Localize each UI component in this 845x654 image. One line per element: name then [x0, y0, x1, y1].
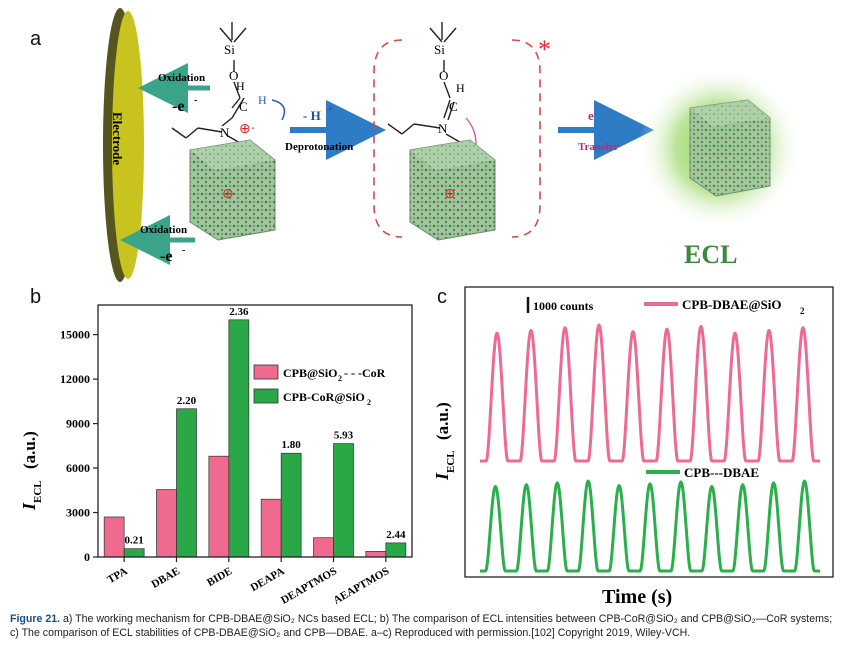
c-ylabel-sub: ECL — [445, 450, 457, 473]
glowing-nanocrystal — [638, 66, 802, 230]
b-bar-cpb-sio2-cor-aeaptmos — [365, 551, 387, 558]
b-bar-cpb-sio2-cor-bide — [208, 455, 230, 558]
bracket-right — [511, 39, 541, 238]
c-legend-bottom: CPB---DBAE — [684, 465, 759, 480]
h-shift-arrow — [271, 99, 286, 121]
electron-label-bottom: -e — [160, 248, 172, 265]
c-trace-cpb-dbae-sio2 — [480, 323, 820, 463]
panel-label-a: a — [30, 28, 42, 50]
caption-figure-number: Figure 21. — [10, 613, 61, 625]
b-ratio-label: 5.93 — [334, 430, 354, 442]
b-ratio-label: 0.21 — [125, 535, 144, 547]
figure-caption: Figure 21. a) The working mechanism for … — [10, 612, 840, 640]
b-bar-cpb-cor-sio2-bide — [228, 319, 250, 558]
o-label-left: O — [229, 68, 238, 83]
b-legend-swatch-2 — [253, 388, 279, 404]
b-ylabel-sub: ECL — [32, 480, 44, 503]
transfer-top: e — [588, 108, 594, 123]
b-ytick-label: 0 — [84, 550, 90, 564]
c-scale-label: 1000 counts — [533, 299, 594, 313]
b-category-label: BIDE — [205, 565, 234, 589]
b-legend: CPB@SiO 2 - - -CoR CPB-CoR@SiO 2 — [253, 364, 386, 407]
b-legend-1-main: CPB@SiO — [283, 366, 338, 380]
c-legend-top-sub: 2 — [800, 306, 805, 316]
h-label-middle: H — [456, 81, 465, 95]
deprotonation-top: - H — [303, 108, 321, 123]
c-xlabel: Time (s) — [602, 586, 672, 608]
deprotonation-sup: + — [328, 104, 333, 114]
electron-label-top: -e — [172, 98, 184, 115]
h-label-left-top: H — [236, 79, 245, 93]
c-trace-cpb-dbae — [480, 479, 820, 573]
deprotonation-label: Deprotonation — [285, 141, 353, 153]
b-ytick-label: 6000 — [66, 461, 90, 475]
transfer-label: Transfer — [578, 141, 619, 153]
svg-text:⊕: ⊕ — [444, 187, 456, 202]
ecl-stability-chart: 1000 counts CPB-DBAE@SiO 2 CPB---DBAE I … — [432, 286, 834, 608]
b-legend-2-main: CPB-CoR@SiO — [283, 390, 365, 404]
b-bar-cpb-cor-sio2-tpa — [123, 548, 145, 558]
h-label-left-blue: H — [258, 93, 267, 107]
b-ratio-label: 2.44 — [386, 529, 406, 541]
electrode-label: Electrode — [110, 112, 125, 165]
b-ytick-label: 15000 — [60, 328, 90, 342]
c-label-middle: C — [449, 99, 458, 114]
electrode — [103, 8, 144, 282]
caption-text: a) The working mechanism for CPB-DBAE@Si… — [10, 613, 833, 639]
b-category-label: DEAPTMOS — [279, 565, 339, 607]
oxidation-label-bottom: Oxidation — [140, 224, 187, 236]
o-label-middle: O — [439, 68, 448, 83]
b-category-label: AEAPTMOS — [331, 565, 391, 607]
c-ylabel: I ECL (a.u.) — [432, 402, 457, 481]
b-legend-1-rest: - - -CoR — [344, 366, 386, 380]
b-ylabel-main: I — [19, 502, 39, 511]
cation-mark-left: ⊕· — [239, 122, 255, 137]
b-ylabel-unit: (a.u.) — [20, 431, 39, 469]
b-ytick-label: 9000 — [66, 417, 90, 431]
b-bar-cpb-cor-sio2-deaptmos — [333, 443, 354, 558]
ecl-intensity-bar-chart: 0 3000 6000 9000 12000 15000 TPA DBAE BIDE DEAPA… — [19, 304, 413, 607]
b-plot-frame — [97, 304, 413, 558]
nanocrystal-left: ⊕ — [189, 139, 276, 241]
b-legend-1-sub: 2 — [338, 374, 342, 383]
b-ytick-label: 12000 — [60, 372, 90, 386]
oxidation-label-top: Oxidation — [158, 72, 205, 84]
b-bar-cpb-sio2-cor-tpa — [103, 516, 125, 558]
b-category-label: TPA — [105, 565, 129, 586]
electron-sup-top: - — [194, 95, 197, 106]
b-ratio-label: 2.36 — [229, 306, 249, 318]
c-label-left: C — [239, 99, 248, 114]
b-ytick-label: 3000 — [66, 506, 90, 520]
b-bar-cpb-sio2-cor-deaptmos — [313, 537, 334, 558]
ecl-label: ECL — [684, 240, 737, 269]
c-legend-top-main: CPB-DBAE@SiO — [682, 297, 782, 312]
b-ratio-label: 1.80 — [282, 439, 302, 451]
b-category-label: DBAE — [150, 565, 182, 591]
panel-label-c: c — [437, 286, 447, 308]
n-label-left: N — [220, 125, 230, 140]
nanocrystal-middle: ⊕ — [409, 139, 496, 241]
b-ylabel: I ECL (a.u.) — [19, 431, 44, 511]
radical-mark: * — [538, 35, 551, 64]
bracket-left — [373, 39, 403, 238]
electron-sup-bottom: - — [182, 245, 185, 256]
b-ratio-label: 2.20 — [177, 395, 197, 407]
b-legend-2-sub: 2 — [367, 398, 371, 407]
si-label-left: Si — [224, 42, 235, 57]
b-category-label: DEAPA — [249, 565, 287, 594]
si-label-middle: Si — [434, 42, 445, 57]
c-ylabel-unit: (a.u.) — [433, 402, 452, 440]
panel-label-b: b — [30, 286, 42, 308]
b-bar-cpb-sio2-cor-deapa — [260, 498, 282, 558]
svg-text:⊕: ⊕ — [222, 187, 234, 202]
mechanism-diagram: Electrode Oxidation -e - Oxidation -e - … — [103, 8, 802, 282]
c-ylabel-main: I — [432, 472, 452, 481]
transfer-sup: - — [596, 104, 599, 114]
b-legend-swatch-1 — [253, 364, 279, 380]
b-bar-cpb-cor-sio2-dbae — [176, 408, 197, 558]
b-bar-cpb-cor-sio2-deapa — [280, 452, 302, 558]
b-bar-cpb-sio2-cor-dbae — [156, 489, 177, 558]
n-label-middle: N — [438, 121, 448, 136]
